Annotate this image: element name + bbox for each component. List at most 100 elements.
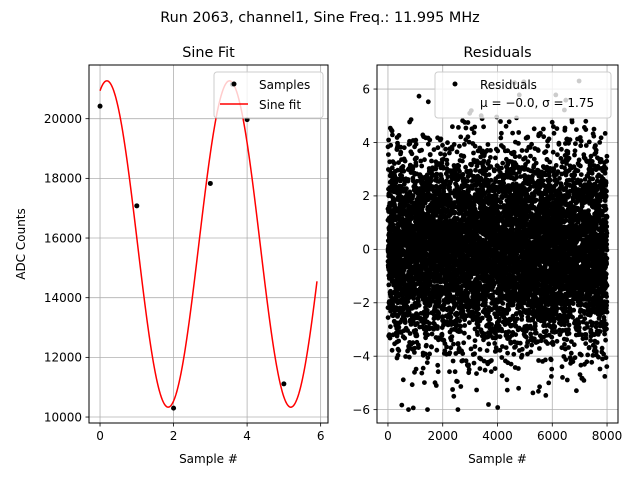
residual-point	[466, 367, 472, 372]
residual-point	[425, 407, 430, 412]
residual-point	[427, 137, 433, 143]
residual-point	[413, 163, 419, 168]
residual-point	[400, 377, 406, 383]
residual-point	[440, 142, 445, 148]
residual-point	[396, 324, 402, 330]
residual-point	[406, 354, 412, 360]
residual-point	[425, 311, 430, 317]
residual-point	[468, 168, 473, 174]
residual-point	[456, 125, 461, 130]
residual-point	[498, 119, 503, 124]
residual-point	[495, 405, 501, 410]
residual-point	[442, 152, 448, 158]
residual-point	[460, 351, 466, 356]
legend-samples-label: Samples	[259, 78, 310, 92]
residual-point	[407, 141, 413, 147]
residual-point	[489, 358, 494, 363]
residual-point	[419, 370, 425, 376]
residual-point	[491, 168, 497, 174]
residual-point	[435, 145, 441, 151]
residual-point	[406, 310, 412, 316]
residual-point	[481, 124, 486, 130]
residual-point	[457, 318, 463, 324]
legend-samples-marker	[231, 81, 237, 87]
residual-point	[447, 350, 453, 356]
residual-point	[492, 366, 498, 371]
residual-point	[483, 297, 488, 303]
residual-point	[420, 365, 426, 371]
residual-point	[505, 350, 510, 356]
residual-point	[472, 344, 478, 349]
residual-point	[399, 402, 405, 408]
residual-point	[395, 167, 401, 173]
residual-point	[444, 161, 450, 167]
residual-point	[477, 347, 483, 352]
sine-fit-x-axis-label: Sample #	[179, 452, 238, 466]
sine-fit-line-layer	[99, 80, 318, 408]
residual-point	[390, 302, 395, 307]
residual-point	[506, 307, 512, 312]
sine-fit-x-tick-label: 2	[170, 429, 178, 443]
residual-point	[410, 340, 416, 346]
legend-sine-fit-label: Sine fit	[259, 98, 301, 112]
residual-point	[481, 158, 487, 164]
residual-point	[425, 99, 431, 105]
residual-point	[402, 158, 408, 164]
residual-point	[508, 361, 514, 367]
residual-point	[474, 371, 479, 376]
residual-point	[472, 143, 478, 149]
residual-point	[499, 130, 504, 136]
residual-point	[458, 384, 464, 389]
residual-point	[406, 295, 412, 301]
sine-fit-curve	[99, 80, 318, 408]
sample-point	[134, 203, 140, 209]
residual-point	[473, 167, 478, 173]
residual-point	[425, 332, 431, 338]
residual-point	[450, 387, 455, 392]
residual-point	[462, 142, 467, 147]
residual-point	[424, 360, 430, 365]
residual-point	[512, 154, 518, 160]
residual-point	[455, 341, 461, 346]
residual-point	[419, 163, 425, 169]
residual-point	[486, 172, 492, 178]
residual-point	[516, 141, 521, 146]
residual-point	[519, 352, 525, 358]
residual-point	[516, 385, 521, 391]
residual-point	[465, 134, 471, 140]
residual-point	[413, 328, 419, 333]
residual-point	[471, 150, 476, 156]
residual-point	[511, 150, 517, 155]
residual-point	[409, 151, 415, 157]
residual-point	[444, 344, 449, 350]
residual-point	[471, 130, 477, 136]
residual-point	[492, 341, 498, 346]
residual-point	[398, 144, 404, 150]
residual-point	[396, 160, 401, 166]
residual-point	[472, 338, 478, 343]
residual-point	[493, 155, 498, 161]
residual-point	[504, 387, 510, 393]
residual-point	[414, 155, 419, 161]
residual-point	[450, 358, 456, 364]
sine-fit-y-tick-label: 20000	[44, 112, 82, 126]
residual-point	[405, 299, 411, 304]
residual-point	[516, 130, 522, 135]
sine-fit-y-tick-label: 12000	[44, 351, 82, 365]
residual-point	[427, 321, 432, 326]
sine-fit-y-tick-label: 18000	[44, 172, 82, 186]
residual-point	[487, 316, 493, 322]
residual-point	[486, 402, 491, 407]
residuals-title: Residuals	[463, 45, 531, 61]
residual-point	[472, 124, 478, 130]
residual-point	[429, 158, 434, 164]
residual-point	[433, 383, 439, 388]
residual-point	[516, 366, 521, 371]
residual-point	[503, 123, 509, 129]
sine-fit-y-axis-label: ADC Counts	[14, 208, 28, 280]
residual-point	[499, 373, 505, 379]
residual-point	[412, 345, 418, 351]
residual-point	[401, 168, 407, 174]
residual-point	[510, 130, 515, 136]
